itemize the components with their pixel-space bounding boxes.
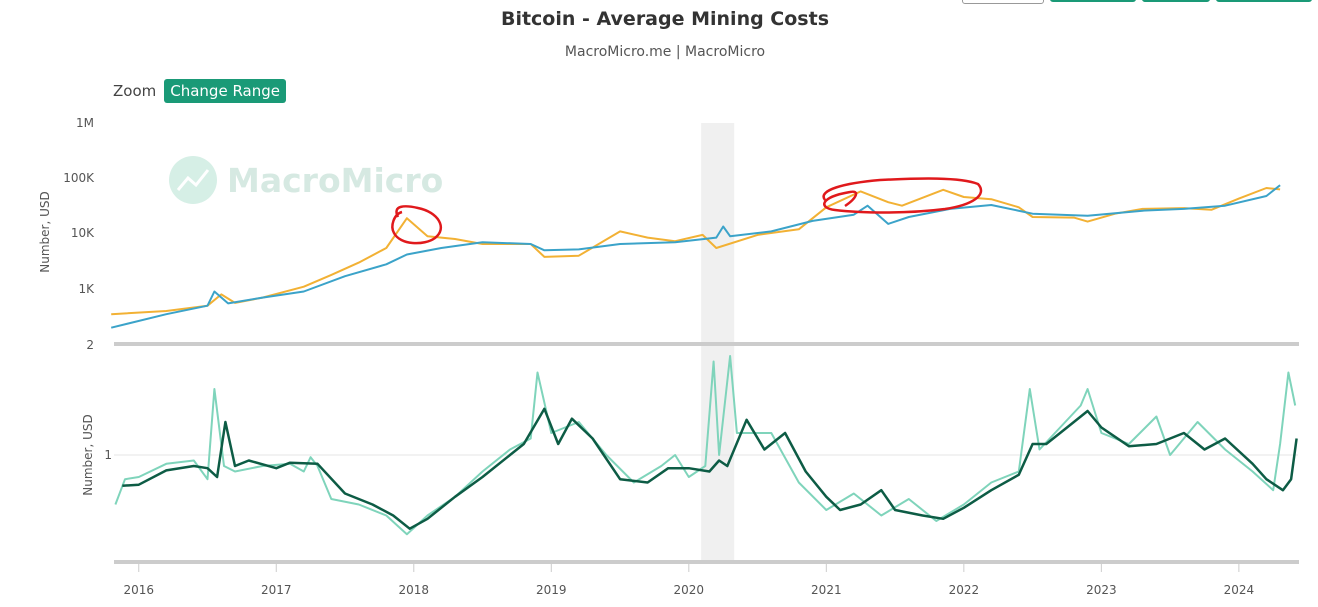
change-range-button[interactable]: Change Range xyxy=(164,79,286,103)
toolbar-button[interactable] xyxy=(1216,0,1312,2)
x-tick-label: 2023 xyxy=(1086,583,1117,597)
y-tick-label: 10K xyxy=(71,226,95,240)
x-tick-label: 2022 xyxy=(949,583,980,597)
y-tick-label: 1K xyxy=(78,282,95,296)
y-tick-label: 1M xyxy=(76,116,94,130)
chart-subtitle: MacroMicro.me | MacroMicro xyxy=(564,44,766,60)
panel-separator xyxy=(114,342,1299,346)
x-tick-label: 2021 xyxy=(811,583,842,597)
top-toolbar xyxy=(962,0,1312,4)
zoom-control: Zoom Change Range xyxy=(113,79,286,103)
watermark-logo-icon xyxy=(169,156,217,204)
watermark-logo-mark xyxy=(176,169,210,191)
series-mining-cost-line xyxy=(110,184,1281,329)
y-tick-label: 2 xyxy=(86,338,94,352)
shaded-period xyxy=(701,123,735,560)
x-axis: 2016 2017 2018 2019 2020 2021 2022 2023 2024 xyxy=(123,564,1254,597)
series-ratio-ma-line xyxy=(122,407,1298,530)
toolbar-button[interactable] xyxy=(1142,0,1210,2)
x-tick-label: 2017 xyxy=(261,583,292,597)
bottom-axis-line xyxy=(114,560,1299,564)
zoom-label: Zoom xyxy=(113,82,157,100)
annotation-circle-2018 xyxy=(391,205,442,245)
toolbar-button[interactable] xyxy=(962,0,1044,4)
x-tick-label: 2018 xyxy=(399,583,430,597)
chart-title: Bitcoin - Average Mining Costs xyxy=(500,8,830,30)
x-tick-label: 2019 xyxy=(536,583,567,597)
y-tick-label: 1 xyxy=(104,448,112,462)
annotation-circle-2021 xyxy=(822,177,983,214)
bottom-y-axis: 1 xyxy=(104,448,112,462)
bottom-y-axis-title: Number, USD xyxy=(81,414,95,495)
watermark-text: MacroMicro xyxy=(227,161,443,200)
y-tick-label: 100K xyxy=(63,171,95,185)
toolbar-button[interactable] xyxy=(1050,0,1136,2)
watermark: MacroMicro xyxy=(169,156,443,204)
x-tick-label: 2024 xyxy=(1224,583,1255,597)
top-y-axis-title: Number, USD xyxy=(38,191,52,272)
top-y-axis: 1M 100K 10K 1K 2 xyxy=(63,116,95,352)
series-price-line xyxy=(111,187,1281,316)
x-tick-label: 2016 xyxy=(123,583,154,597)
x-tick-label: 2020 xyxy=(674,583,705,597)
